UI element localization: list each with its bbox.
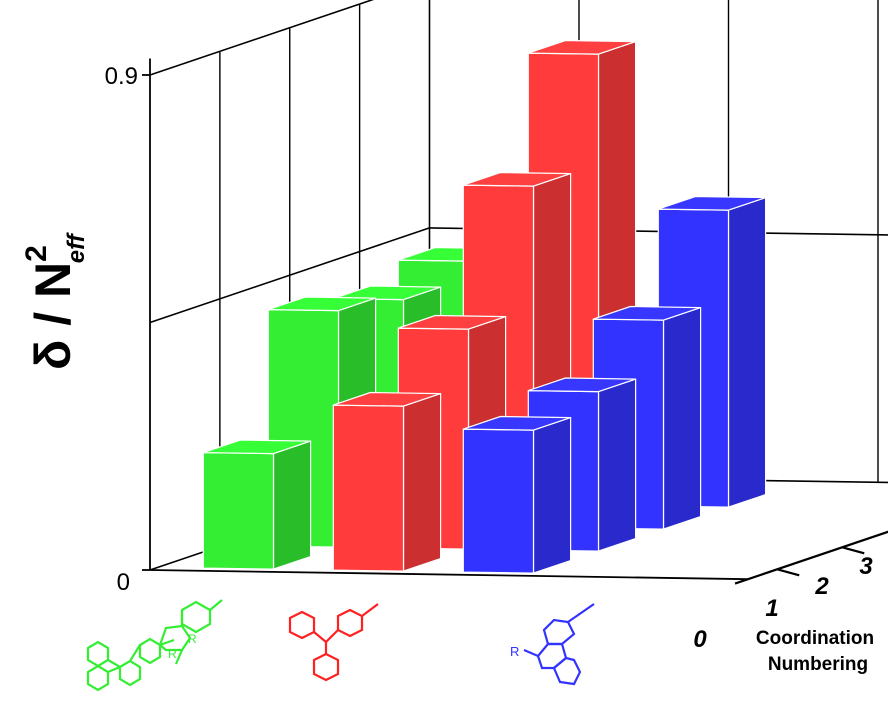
bar-top-face <box>527 377 637 393</box>
fluorene-substituent-label: R <box>168 647 177 661</box>
bar-side-face <box>597 378 637 552</box>
depth-tick <box>776 568 800 577</box>
bar-side-face <box>402 393 442 572</box>
depth-axis-title-line1: Coordination <box>756 628 874 649</box>
fluorene-substituent-label: R <box>188 632 197 646</box>
bar-side-face <box>532 417 572 574</box>
depth-axis-line <box>734 530 888 585</box>
bar-top-face <box>332 285 442 301</box>
fluorene-diphenylamine-structure <box>86 599 223 692</box>
depth-tick-label: 1 <box>765 595 778 622</box>
bar-top-face <box>267 296 377 312</box>
bar-side-face <box>727 197 767 508</box>
y-axis-title-main: δ / N <box>25 262 81 370</box>
y-axis-title: δ / N2 eff <box>20 232 90 370</box>
depth-tick-label: 0 <box>693 626 707 653</box>
bar-top-face <box>592 305 702 321</box>
bar-side-face <box>662 307 702 530</box>
bar-top-face <box>332 391 442 407</box>
depth-tick <box>841 546 865 555</box>
y-tick-label: 0.9 <box>105 63 138 90</box>
triphenylamine-structure <box>288 603 379 682</box>
bar <box>462 415 572 574</box>
bar <box>202 439 312 570</box>
bar-top-face <box>462 415 572 431</box>
bar-top-face <box>527 39 637 55</box>
bar-front-face <box>332 404 405 572</box>
bar-top-face <box>202 439 312 455</box>
depth-axis-title-line2: Numbering <box>768 654 868 675</box>
y-axis-title-sup: 2 <box>20 245 53 262</box>
bar-top-face <box>657 195 767 211</box>
bar-top-face <box>397 314 507 330</box>
bar-front-face <box>462 428 535 574</box>
depth-tick-label: 3 <box>859 553 873 580</box>
carbazole-substituent-label: R <box>510 644 519 659</box>
bar-front-face <box>202 452 275 570</box>
y-axis-title-sub: eff <box>63 232 90 263</box>
bar-side-face <box>272 440 312 570</box>
bar-top-face <box>462 171 572 187</box>
x-axis-line <box>149 569 749 581</box>
bar-series <box>202 39 767 574</box>
y-tick-label: 0 <box>117 569 130 596</box>
depth-tick-label: 2 <box>814 573 829 600</box>
carbazole-structure <box>523 603 595 686</box>
bar <box>332 391 442 572</box>
